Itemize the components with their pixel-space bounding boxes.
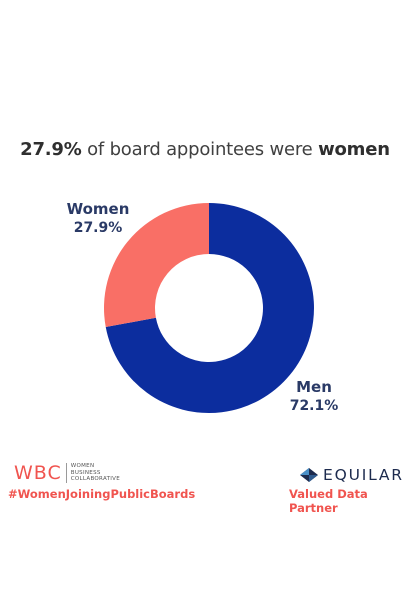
- equilar-logo: EQUILAR: [300, 466, 404, 484]
- title-emphasis: women: [318, 139, 390, 160]
- title-percent: 27.9%: [20, 139, 82, 160]
- wbc-line-1: WOMEN: [70, 463, 95, 470]
- women-label: Women: [67, 200, 130, 218]
- data-partner-label: Valued Data Partner: [289, 487, 368, 515]
- wbc-line-2: BUSINESS: [70, 469, 101, 476]
- slice-women: [103, 203, 209, 328]
- wbc-wordmark: WOMEN BUSINESS COLLABORATIVE: [71, 463, 120, 483]
- men-value: 72.1%: [290, 398, 339, 414]
- equilar-diamond-icon: [300, 468, 318, 482]
- hashtag: #WomenJoiningPublicBoards: [8, 487, 196, 501]
- slice-men: [105, 203, 314, 413]
- donut-slices: [103, 203, 314, 413]
- women-value: 27.9%: [74, 220, 123, 236]
- chart-title: 27.9% of board appointees were women: [0, 139, 410, 160]
- wbc-line-3: COLLABORATIVE: [70, 476, 121, 483]
- wbc-logo: WBC WOMEN BUSINESS COLLABORATIVE: [14, 463, 120, 483]
- men-label: Men: [296, 378, 332, 396]
- equilar-wordmark: EQUILAR: [323, 466, 404, 484]
- wbc-mark: WBC: [14, 463, 67, 483]
- title-middle: of board appointees were: [81, 139, 319, 160]
